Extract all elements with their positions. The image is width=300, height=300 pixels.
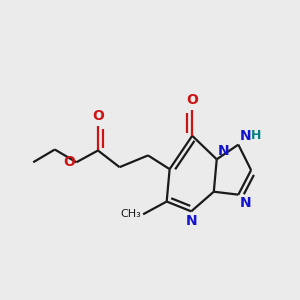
Text: CH₃: CH₃ <box>120 209 141 219</box>
Text: H: H <box>251 129 261 142</box>
Text: N: N <box>240 196 251 210</box>
Text: N: N <box>240 129 251 143</box>
Text: N: N <box>218 144 230 158</box>
Text: O: O <box>186 93 198 107</box>
Text: N: N <box>185 214 197 228</box>
Text: O: O <box>92 109 104 123</box>
Text: O: O <box>63 155 75 169</box>
